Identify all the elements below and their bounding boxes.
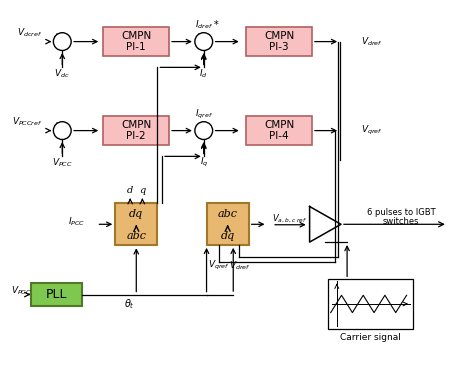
Text: CMPN: CMPN (264, 31, 294, 41)
Text: $V_{PCCref}$: $V_{PCCref}$ (12, 116, 42, 128)
Bar (103, 116, 169, 145)
Text: switches: switches (383, 218, 419, 226)
Text: 6 pulses to IGBT: 6 pulses to IGBT (367, 208, 435, 217)
Text: +: + (194, 33, 202, 43)
Text: $\theta_t$: $\theta_t$ (124, 297, 135, 311)
Text: $V_{PCC}$: $V_{PCC}$ (11, 285, 32, 297)
Text: abc: abc (218, 209, 237, 219)
Text: $-$: $-$ (57, 130, 67, 140)
Text: $I_{PCC}$: $I_{PCC}$ (68, 216, 86, 228)
Text: $V_{PCC}$: $V_{PCC}$ (52, 156, 73, 169)
Text: CMPN: CMPN (121, 120, 151, 130)
Text: PI-1: PI-1 (127, 42, 146, 52)
Bar (103, 27, 169, 56)
Text: abc: abc (126, 231, 146, 241)
Text: $-$: $-$ (199, 41, 209, 51)
Bar (115, 203, 157, 246)
Text: q: q (139, 186, 146, 195)
Text: CMPN: CMPN (264, 120, 294, 130)
Text: PI-3: PI-3 (269, 42, 289, 52)
Text: dq: dq (220, 231, 235, 241)
Text: $V_{dcref}$: $V_{dcref}$ (17, 27, 42, 39)
Text: +: + (52, 33, 60, 43)
Bar (328, 279, 413, 329)
Text: $V_{qref}$: $V_{qref}$ (209, 259, 230, 272)
Text: $I_{qref}$: $I_{qref}$ (195, 108, 213, 121)
Text: PI-4: PI-4 (269, 131, 289, 141)
Text: *: * (214, 20, 219, 30)
Bar (31, 283, 82, 306)
Text: +: + (200, 130, 208, 140)
Text: $I_q$: $I_q$ (200, 156, 208, 169)
Text: $V_{dc}$: $V_{dc}$ (55, 67, 70, 80)
Bar (246, 27, 312, 56)
Text: $V_{dref}$: $V_{dref}$ (361, 35, 383, 48)
Circle shape (195, 122, 213, 139)
Text: d: d (127, 186, 133, 195)
Text: $V_{qref}$: $V_{qref}$ (361, 124, 383, 137)
Circle shape (54, 122, 71, 139)
Text: CMPN: CMPN (121, 31, 151, 41)
Text: PI-2: PI-2 (127, 131, 146, 141)
Text: dq: dq (129, 209, 144, 219)
Text: $-$: $-$ (57, 41, 67, 51)
Text: $I_{dref}$: $I_{dref}$ (195, 19, 213, 31)
Text: $V_{a,b,c\ ref}$: $V_{a,b,c\ ref}$ (272, 213, 307, 225)
Circle shape (54, 33, 71, 51)
Text: PLL: PLL (46, 288, 67, 301)
Text: $I_d$: $I_d$ (200, 67, 208, 80)
Bar (246, 116, 312, 145)
Text: +: + (52, 121, 60, 131)
Text: $V_{dref}$: $V_{dref}$ (228, 259, 250, 272)
Circle shape (195, 33, 213, 51)
Text: $-$: $-$ (192, 121, 203, 131)
Text: Carrier signal: Carrier signal (340, 333, 401, 342)
Bar (207, 203, 249, 246)
